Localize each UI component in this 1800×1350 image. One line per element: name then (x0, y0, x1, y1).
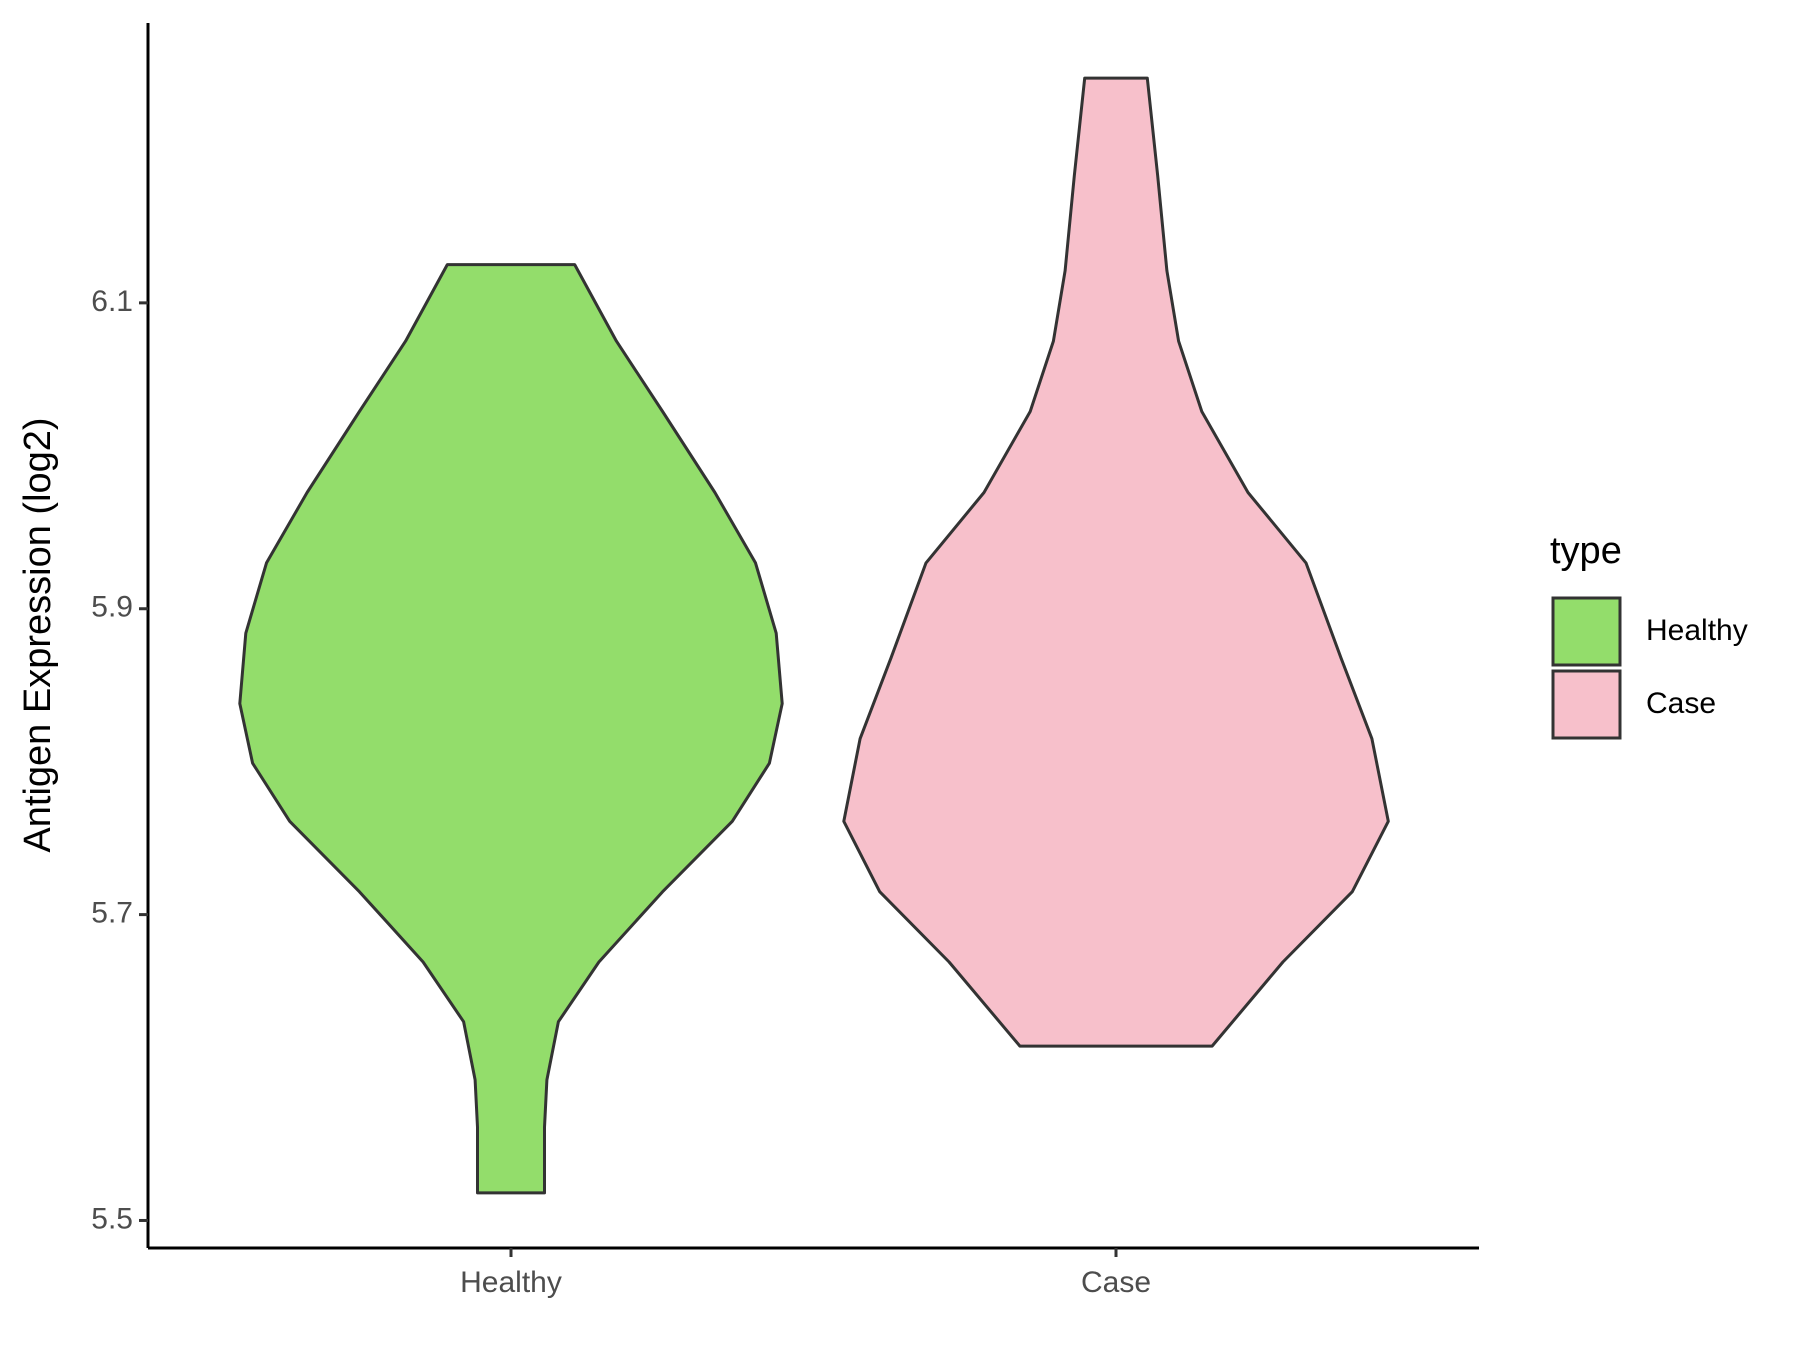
y-tick-label: 5.7 (91, 897, 133, 930)
legend-title: type (1550, 530, 1622, 572)
legend-label: Healthy (1646, 614, 1748, 647)
violin (842, 76, 1390, 1048)
x-tick-label: Healthy (460, 1266, 562, 1299)
y-tick-label: 6.1 (91, 285, 133, 318)
y-axis-title: Antigen Expression (log2) (17, 417, 59, 852)
legend-key (1551, 669, 1622, 740)
legend-label: Case (1646, 687, 1716, 720)
x-tick-label: Case (1081, 1266, 1151, 1299)
y-tick-label: 5.5 (91, 1202, 133, 1235)
y-tick-label: 5.9 (91, 591, 133, 624)
violin (238, 263, 784, 1195)
legend-key (1551, 596, 1622, 667)
